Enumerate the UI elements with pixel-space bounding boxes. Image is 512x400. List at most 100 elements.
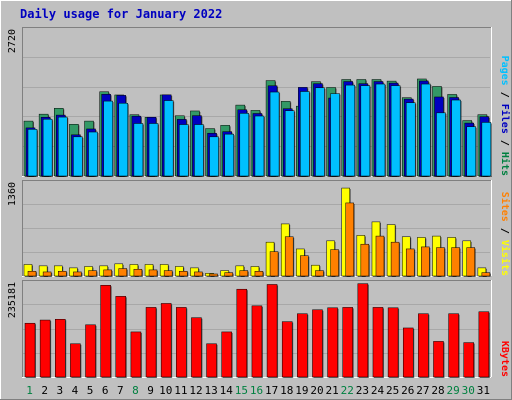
bar-kbytes	[145, 307, 157, 378]
bar-sites	[330, 249, 339, 277]
bar-kbytes	[236, 288, 248, 378]
bar-sites	[436, 247, 445, 277]
x-tick-label: 21	[326, 384, 339, 397]
legend-separator: /	[499, 134, 510, 152]
bar-kbytes	[357, 283, 369, 378]
bar-sites	[315, 270, 324, 277]
bar-sites	[42, 271, 52, 277]
bar-pages	[284, 110, 295, 177]
y-max-label: 1360	[7, 182, 18, 206]
bar-sites	[421, 246, 430, 277]
bar-pages	[481, 122, 492, 177]
bar-kbytes	[55, 319, 66, 378]
panel-3: 235181 KBytes	[7, 280, 510, 378]
bar-sites	[375, 235, 385, 277]
bar-pages	[390, 85, 401, 177]
bar-pages	[466, 126, 476, 177]
bar-pages	[451, 99, 461, 177]
bar-kbytes	[130, 331, 142, 378]
bar-kbytes	[100, 285, 111, 378]
bar-pages	[103, 100, 113, 177]
bar-sites	[224, 272, 233, 277]
bar-sites	[148, 269, 158, 277]
bar-kbytes	[39, 319, 51, 378]
x-tick-label: 18	[280, 384, 293, 397]
y-max-label: 2720	[7, 29, 18, 53]
x-tick-label: 20	[310, 384, 323, 397]
x-tick-label: 7	[117, 384, 124, 397]
bar-pages	[163, 100, 174, 177]
bar-sites	[179, 271, 188, 277]
bar-pages	[58, 116, 68, 177]
bar-sites	[58, 271, 67, 277]
bar-sites	[209, 273, 218, 277]
x-tick-label: 28	[431, 384, 444, 397]
bar-pages	[300, 91, 310, 177]
bar-sites	[163, 270, 173, 277]
bar-kbytes	[191, 317, 202, 378]
bar-kbytes	[281, 321, 293, 378]
bar-pages	[209, 136, 219, 177]
x-tick-label: 5	[87, 384, 94, 397]
bar-sites	[345, 202, 354, 277]
bar-kbytes	[448, 313, 459, 378]
x-tick-label: 3	[57, 384, 64, 397]
bar-pages	[375, 83, 386, 177]
legend-hits: Hits	[499, 152, 511, 176]
bar-kbytes	[297, 313, 308, 378]
bar-kbytes	[478, 311, 490, 378]
x-tick-label: 26	[401, 384, 414, 397]
x-tick-label: 30	[462, 384, 475, 397]
bar-pages	[148, 123, 159, 177]
bar-sites	[118, 268, 128, 277]
bar-sites	[269, 251, 279, 277]
bar-kbytes	[160, 303, 172, 378]
legend-label: Pages / Files / Hits	[499, 56, 511, 176]
x-tick-label: 23	[356, 384, 369, 397]
bar-kbytes	[433, 341, 444, 378]
bar-pages	[194, 124, 204, 177]
bar-sites	[103, 269, 112, 277]
chart-title: Daily usage for January 2022	[20, 7, 222, 21]
x-tick-label: 25	[386, 384, 399, 397]
y-max-label: 235181	[7, 282, 18, 318]
bar-kbytes	[266, 284, 278, 378]
bar-kbytes	[206, 343, 217, 378]
bar-kbytes	[221, 331, 232, 378]
bar-sites	[254, 271, 264, 277]
x-tick-label: 10	[159, 384, 172, 397]
bar-pages	[421, 83, 431, 177]
x-tick-label: 11	[174, 384, 187, 397]
bar-pages	[133, 123, 144, 177]
x-tick-label: 15	[235, 384, 248, 397]
panel-2: 1360 Sites / Visits	[7, 180, 511, 277]
bar-kbytes	[372, 307, 384, 378]
bar-sites	[466, 247, 475, 277]
bar-kbytes	[176, 307, 187, 378]
bar-pages	[315, 87, 325, 177]
panels: 2720 Pages / Files / Hits 1360 Sites / Visi…	[7, 27, 511, 378]
x-tick-label: 17	[265, 384, 278, 397]
x-tick-label: 4	[72, 384, 79, 397]
legend-files: Files	[499, 104, 511, 134]
bar-pages	[27, 129, 38, 177]
bar-pages	[179, 124, 189, 177]
bar-pages	[269, 91, 280, 177]
bar-kbytes	[85, 324, 96, 378]
bar-kbytes	[387, 307, 399, 378]
x-tick-label: 9	[147, 384, 154, 397]
x-tick-label: 19	[295, 384, 308, 397]
bar-pages	[42, 118, 53, 177]
bar-sites	[194, 271, 203, 277]
legend-visits: Visits	[499, 240, 511, 276]
bar-pages	[254, 115, 265, 177]
bar-pages	[239, 113, 250, 177]
bar-sites	[133, 268, 143, 277]
bar-sites	[284, 236, 294, 277]
x-tick-label: 31	[477, 384, 490, 397]
bar-pages	[405, 102, 416, 177]
bar-kbytes	[327, 307, 338, 378]
bar-sites	[451, 247, 460, 277]
x-axis-labels: 1 2 3 4 5 6 7 8 9 10 11 12 13 14 15 16 17 18 19 20 21 22 23 24 2…	[26, 384, 490, 397]
bar-pages	[360, 85, 371, 177]
